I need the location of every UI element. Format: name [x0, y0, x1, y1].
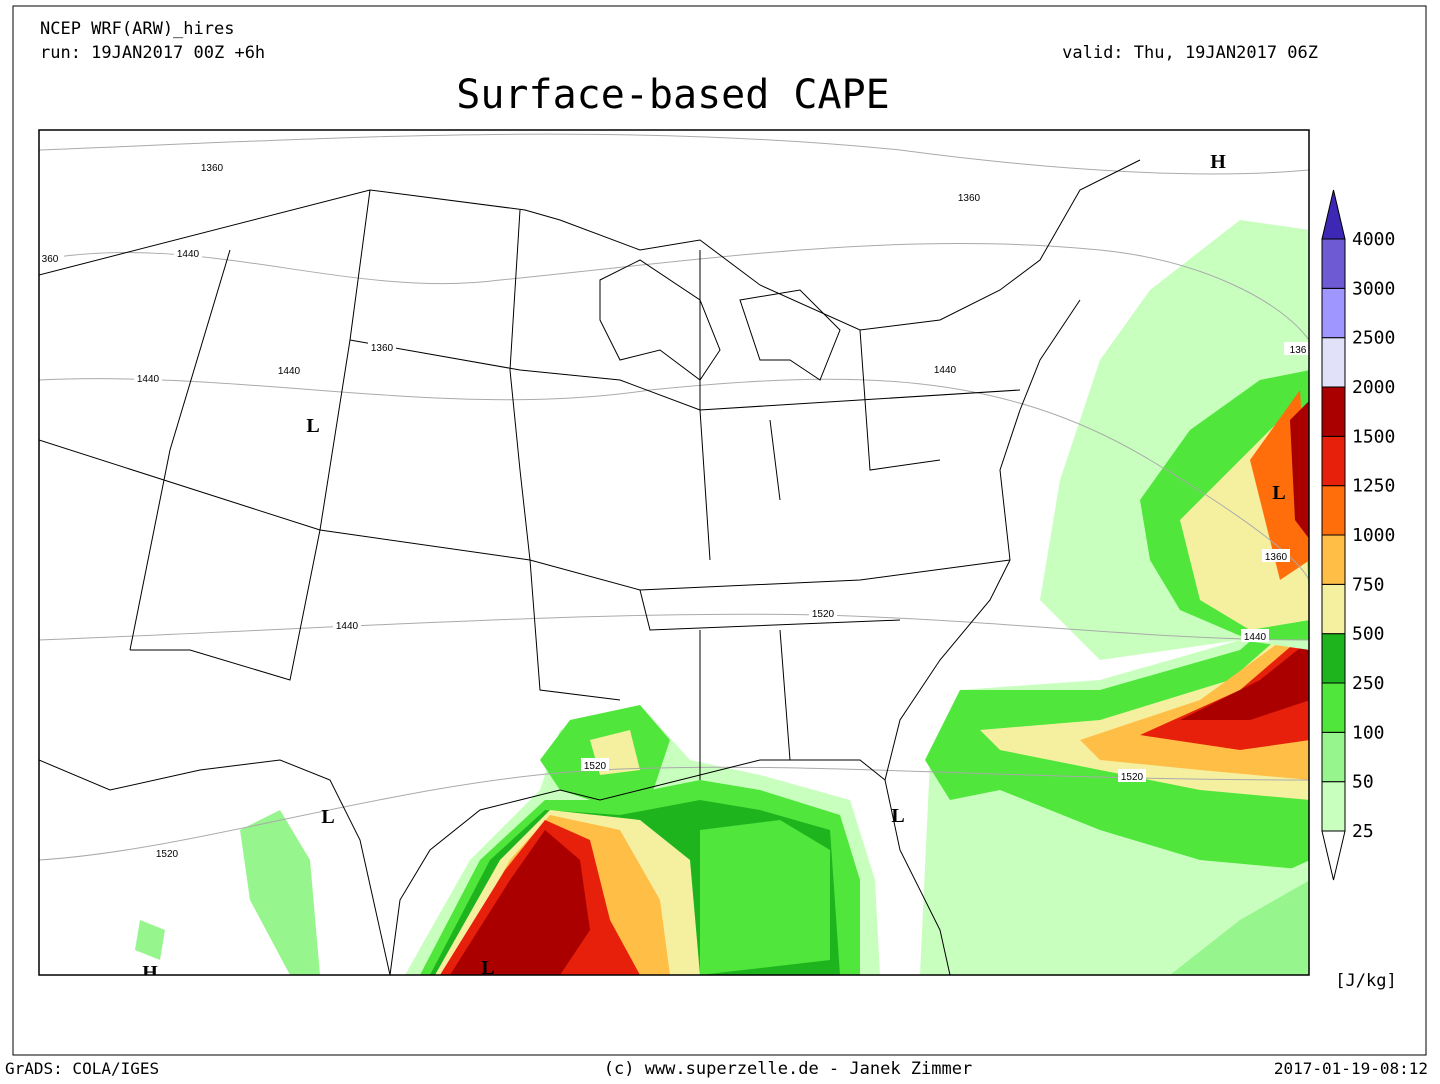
title: Surface-based CAPE	[456, 72, 889, 118]
pressure-center: L	[306, 415, 319, 437]
colorbar-box	[1321, 485, 1346, 536]
cape-area	[700, 820, 830, 975]
cape-area	[1140, 630, 1309, 750]
cape-area	[1290, 401, 1309, 539]
colorbar-label: 2500	[1352, 328, 1395, 349]
colorbar-box	[1321, 633, 1346, 684]
colorbar-label: 750	[1352, 574, 1385, 595]
colorbar-label: 250	[1352, 673, 1385, 694]
height-contours	[39, 133, 1309, 861]
contour-label-bg	[581, 758, 609, 771]
contour-label: 1440	[137, 374, 160, 385]
contour-label: 1440	[934, 365, 957, 376]
contour-label-bg	[1241, 629, 1269, 642]
contour-label: 1440	[1244, 632, 1267, 643]
contour-label-bg	[198, 160, 226, 173]
cape-area	[240, 810, 320, 975]
cape-area	[450, 830, 590, 975]
contour-label: 1520	[584, 761, 607, 772]
contour-label-bg	[1284, 342, 1309, 355]
contour-label-bg	[174, 246, 202, 259]
cape-shading	[135, 220, 1309, 975]
colorbar-box	[1321, 583, 1346, 635]
pressure-center: L	[481, 957, 494, 979]
model-name: NCEP WRF(ARW)_hires	[40, 19, 234, 39]
footer-right: 2017-01-19-08:12	[1274, 1059, 1428, 1078]
contour-label: 360	[42, 254, 59, 265]
colorbar-label: 4000	[1352, 229, 1395, 250]
contour-label-bg	[153, 846, 181, 859]
contour-label: 1440	[177, 249, 200, 260]
cape-area	[1180, 640, 1309, 720]
contour-label: 1440	[278, 366, 301, 377]
colorbar: 25 50 100 250 500 750 1000 1250 1500 2000 2500 3000…	[1321, 189, 1395, 881]
contour-label-bg	[134, 371, 162, 384]
colorbar-low-triangle	[1321, 830, 1346, 881]
colorbar-box	[1321, 337, 1346, 388]
pressure-center: H	[1210, 151, 1226, 173]
map-frame	[38, 129, 1310, 976]
contour-label-bg	[1118, 769, 1146, 782]
valid-time: valid: Thu, 19JAN2017 06Z	[1062, 43, 1318, 63]
contour-label: 1440	[336, 621, 359, 632]
colorbar-label: 50	[1352, 772, 1374, 793]
contour-label: 1360	[201, 163, 224, 174]
contour-label: 1360	[371, 343, 394, 354]
contour-label-bg	[39, 251, 64, 264]
colorbar-label: 500	[1352, 624, 1385, 645]
contour-label: 1520	[1121, 772, 1144, 783]
colorbar-label: 1250	[1352, 476, 1395, 497]
contour-label-bg	[955, 190, 983, 203]
colorbar-label: 100	[1352, 722, 1385, 743]
colorbar-box	[1321, 238, 1346, 289]
colorbar-unit: [J/kg]	[1335, 971, 1396, 991]
contour-label: 1520	[812, 609, 835, 620]
contour-label: 1360	[958, 193, 981, 204]
colorbar-label: 3000	[1352, 278, 1395, 299]
cape-area	[1170, 880, 1309, 975]
contour-label: 136	[1290, 345, 1307, 356]
contour-label-bg	[931, 362, 959, 375]
pressure-center: H	[142, 962, 158, 984]
map: 1360 1360 360 1440 1360 1440 1440 1440 136 1360 14…	[39, 130, 1309, 984]
contour-label: 1520	[156, 849, 179, 860]
colorbar-label: 1500	[1352, 426, 1395, 447]
contour-label-bg	[275, 363, 303, 376]
run-time: run: 19JAN2017 00Z +6h	[40, 43, 265, 63]
pressure-center: L	[1272, 482, 1285, 504]
colorbar-box	[1321, 682, 1346, 733]
colorbar-label: 25	[1352, 821, 1374, 842]
footer-left: GrADS: COLA/IGES	[5, 1059, 159, 1078]
pressure-center: L	[891, 805, 904, 827]
colorbar-box	[1321, 781, 1346, 832]
colorbar-box	[1321, 287, 1346, 339]
colorbar-high-triangle	[1321, 189, 1346, 240]
colorbar-box	[1321, 731, 1346, 783]
colorbar-box	[1321, 435, 1346, 487]
contour-label-bg	[333, 618, 361, 631]
contour-label: 1360	[1265, 552, 1288, 563]
contour-label-bg	[368, 340, 396, 353]
colorbar-label: 1000	[1352, 525, 1395, 546]
boundaries	[39, 159, 1141, 975]
colorbar-box	[1321, 534, 1346, 585]
contour-label-bg	[1262, 549, 1290, 562]
cape-area	[135, 920, 165, 960]
contour-label-bg	[809, 606, 837, 619]
colorbar-label: 2000	[1352, 377, 1395, 398]
colorbar-box	[1321, 386, 1346, 437]
footer-center: (c) www.superzelle.de - Janek Zimmer	[604, 1059, 972, 1079]
pressure-center: L	[321, 806, 334, 828]
